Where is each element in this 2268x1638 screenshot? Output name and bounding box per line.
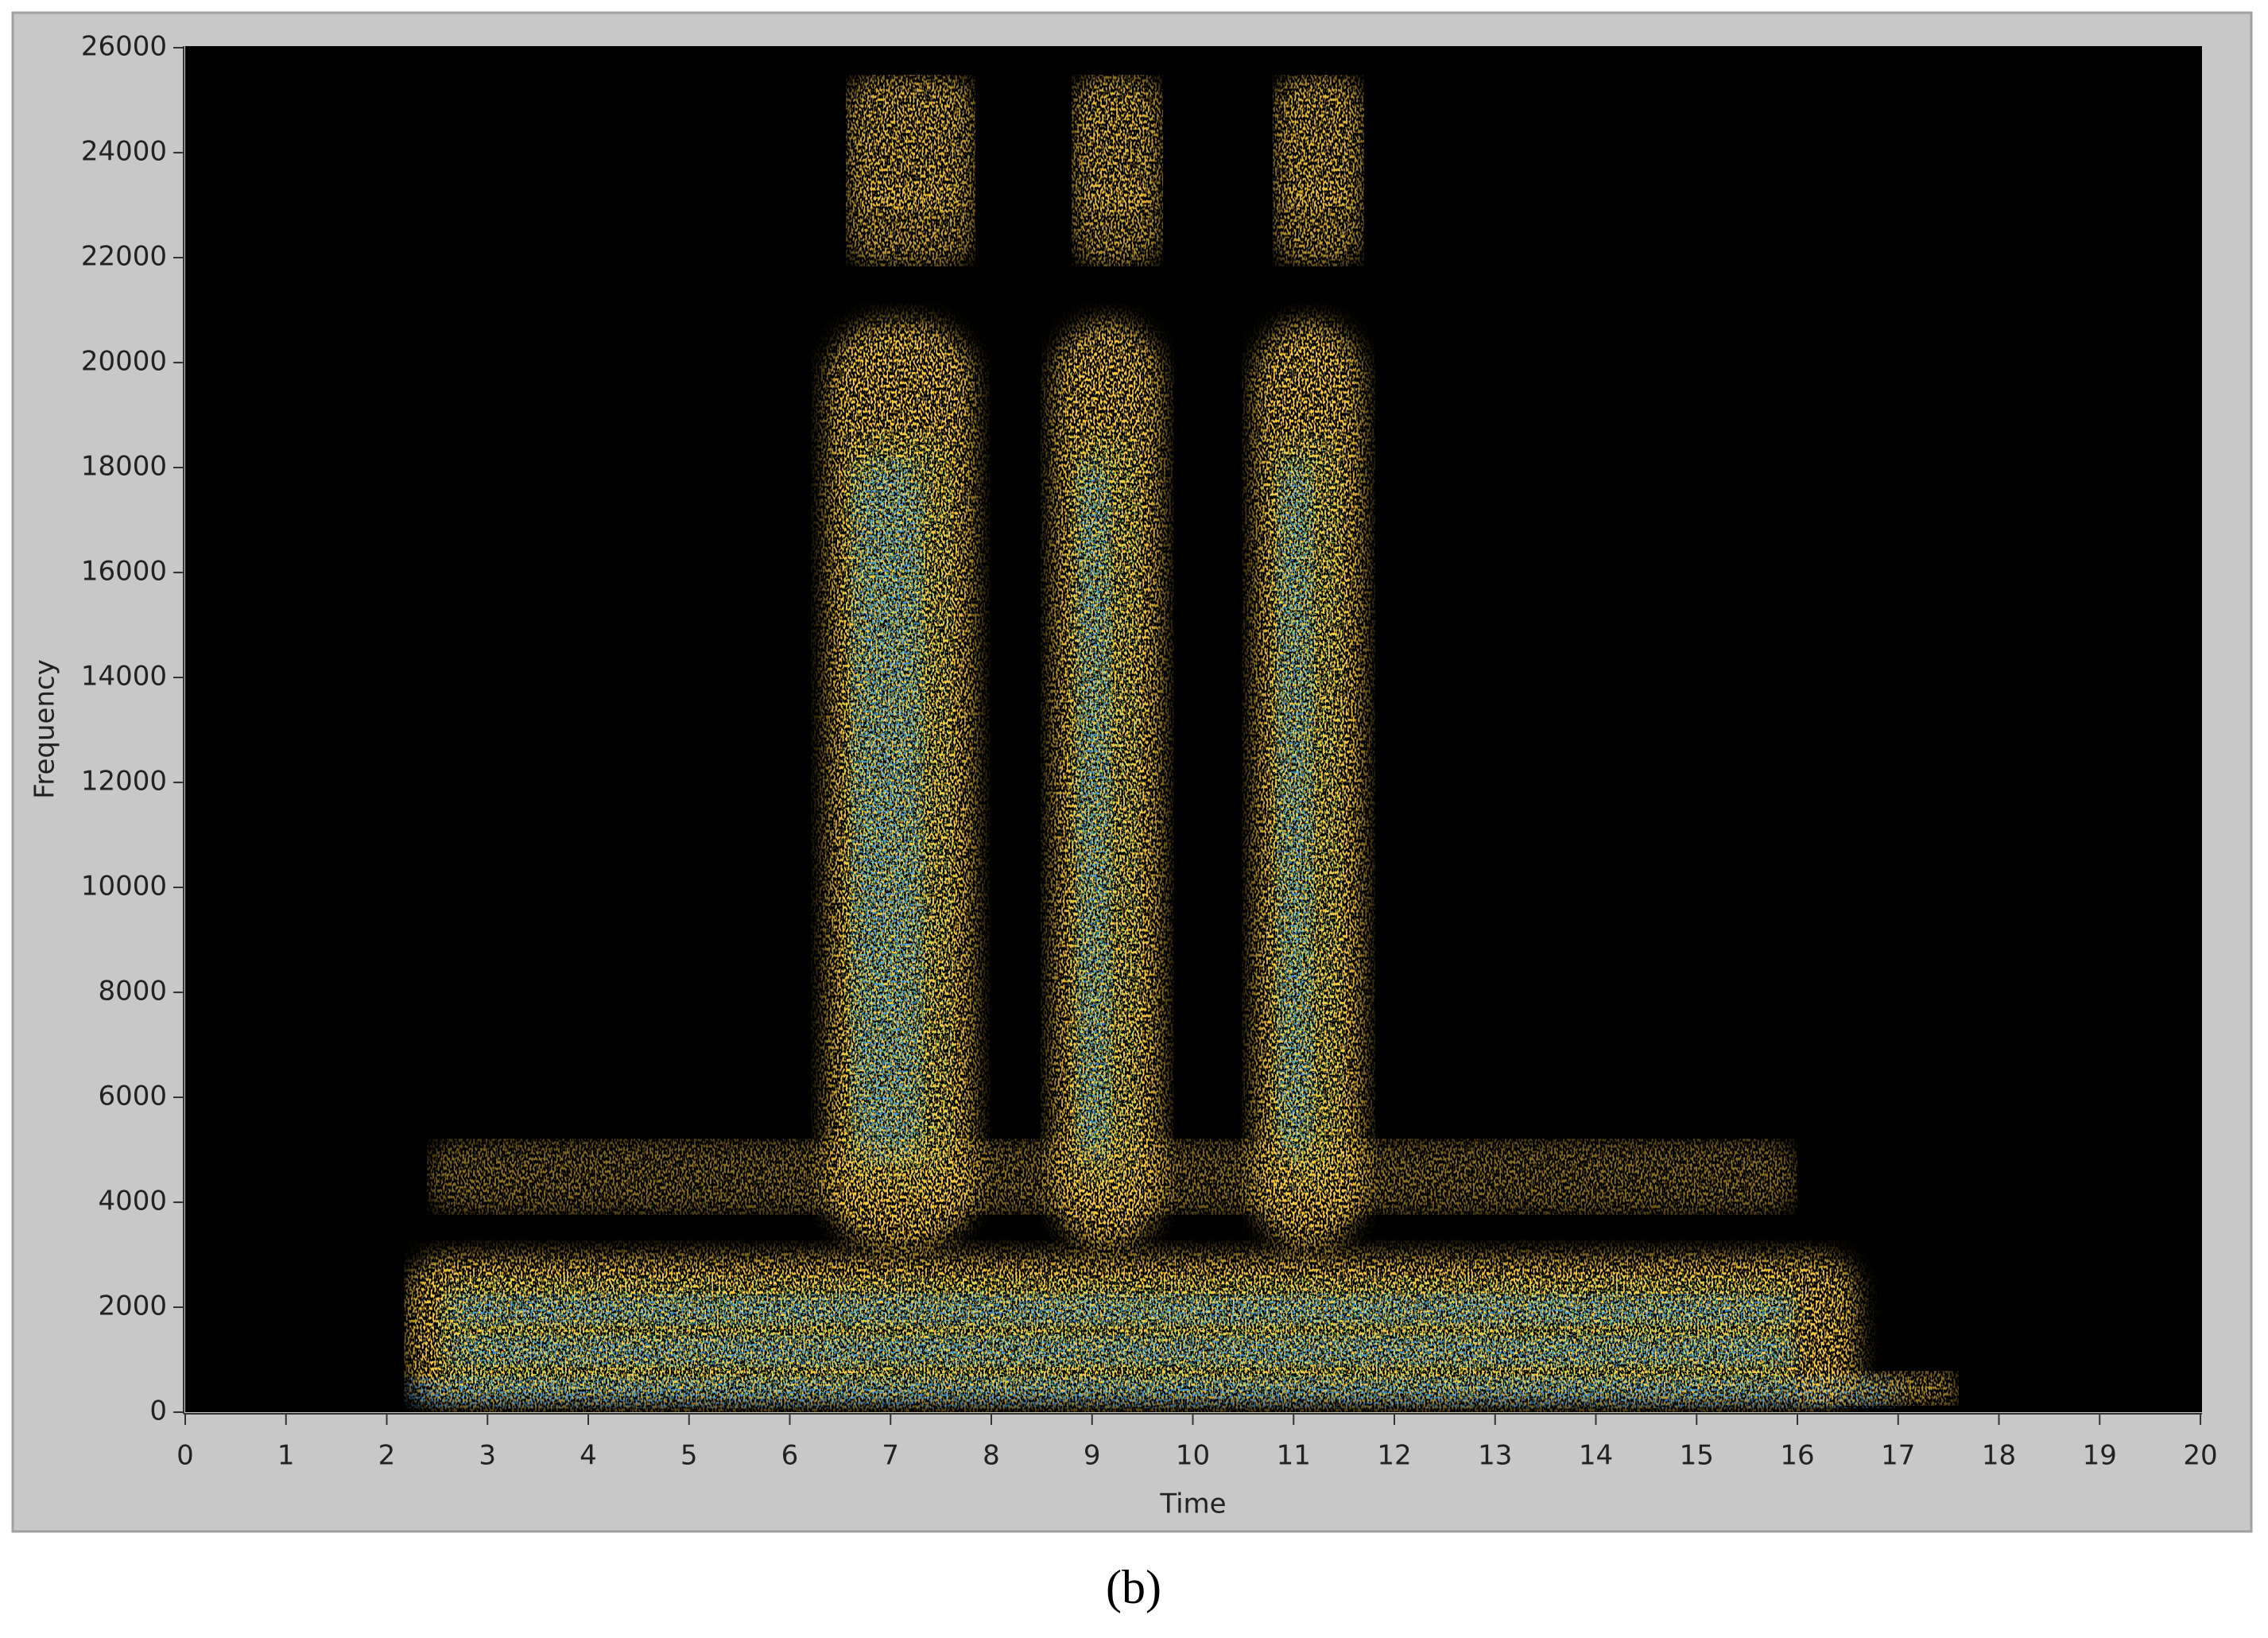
- y-tick-label: 10000: [81, 871, 167, 902]
- x-tick-label: 15: [1680, 1440, 1714, 1472]
- x-tick-label: 7: [882, 1440, 899, 1472]
- energy-mask: [1797, 1371, 1959, 1406]
- y-tick-label: 20000: [81, 346, 167, 378]
- spectral-energy: [842, 429, 956, 1194]
- energy-mask: [427, 1139, 1798, 1215]
- x-axis-label: Time: [1159, 1489, 1226, 1520]
- spectrogram-image: [406, 75, 1959, 1406]
- energy-mask: [1273, 75, 1364, 212]
- x-tick-label: 14: [1579, 1440, 1613, 1472]
- energy-mask: [1072, 75, 1163, 212]
- x-tick-label: 18: [1982, 1440, 2016, 1472]
- x-tick-label: 6: [781, 1440, 799, 1472]
- y-tick-label: 2000: [98, 1291, 167, 1322]
- energy-mask: [406, 1378, 1898, 1406]
- energy-mask: [1072, 184, 1163, 266]
- energy-mask: [1273, 184, 1364, 266]
- energy-mask: [447, 1337, 1797, 1364]
- x-tick-label: 20: [2183, 1440, 2217, 1472]
- spectral-energy: [1269, 429, 1344, 1194]
- y-tick-label: 0: [149, 1395, 167, 1427]
- energy-mask: [447, 1296, 1797, 1324]
- spectral-energy: [846, 184, 975, 266]
- x-tick-label: 9: [1084, 1440, 1101, 1472]
- y-tick-label: 22000: [81, 241, 167, 273]
- y-tick-label: 4000: [98, 1186, 167, 1217]
- y-tick-label: 12000: [81, 766, 167, 798]
- x-tick-label: 16: [1780, 1440, 1814, 1472]
- y-tick-label: 18000: [81, 451, 167, 483]
- energy-mask: [846, 184, 975, 266]
- x-tick-label: 13: [1478, 1440, 1512, 1472]
- x-tick-label: 12: [1377, 1440, 1411, 1472]
- y-tick-label: 16000: [81, 556, 167, 588]
- x-tick-label: 17: [1881, 1440, 1915, 1472]
- spectral-energy: [406, 1378, 1898, 1406]
- x-tick-label: 8: [983, 1440, 1000, 1472]
- x-tick-label: 5: [680, 1440, 698, 1472]
- spectral-energy: [1797, 1371, 1959, 1406]
- y-tick-label: 26000: [81, 31, 167, 63]
- y-tick-label: 14000: [81, 661, 167, 693]
- y-tick-label: 24000: [81, 136, 167, 168]
- caption: (b): [1106, 1561, 1161, 1613]
- energy-mask: [842, 429, 956, 1194]
- energy-mask: [846, 75, 975, 212]
- spectral-energy: [1072, 184, 1163, 266]
- spectral-energy: [427, 1139, 1798, 1215]
- spectral-energy: [447, 1337, 1797, 1364]
- x-tick-label: 19: [2083, 1440, 2117, 1472]
- spectral-energy: [1273, 75, 1364, 212]
- x-tick-label: 11: [1277, 1440, 1311, 1472]
- spectral-energy: [846, 75, 975, 212]
- y-axis-label: Frequency: [29, 659, 61, 799]
- spectral-energy: [1072, 75, 1163, 212]
- spectral-energy: [1273, 184, 1364, 266]
- x-tick-label: 1: [277, 1440, 295, 1472]
- x-tick-label: 0: [176, 1440, 194, 1472]
- x-tick-label: 3: [479, 1440, 496, 1472]
- x-tick-label: 4: [580, 1440, 597, 1472]
- y-tick-label: 8000: [98, 976, 167, 1007]
- x-tick-label: 2: [378, 1440, 396, 1472]
- energy-mask: [1269, 429, 1344, 1194]
- spectral-energy: [1068, 429, 1143, 1194]
- energy-mask: [1068, 429, 1143, 1194]
- spectral-energy: [447, 1296, 1797, 1324]
- y-tick-label: 6000: [98, 1081, 167, 1112]
- x-tick-label: 10: [1176, 1440, 1210, 1472]
